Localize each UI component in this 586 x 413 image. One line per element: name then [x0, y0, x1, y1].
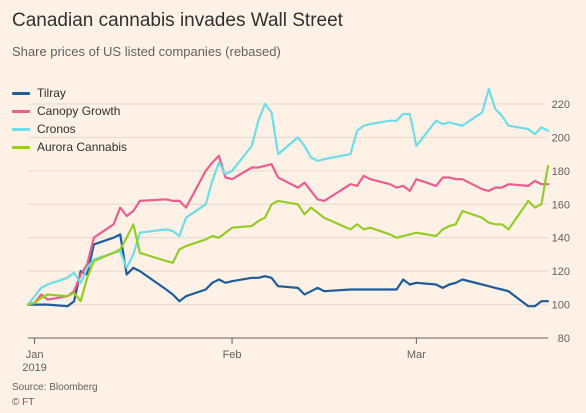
- legend-label-tilray: Tilray: [37, 86, 66, 100]
- x-tick-label: Jan: [26, 349, 44, 361]
- source-note: Source: Bloomberg: [12, 382, 98, 393]
- x-tick-label: Feb: [223, 349, 242, 361]
- x-tick-label: Mar: [407, 349, 426, 361]
- legend-item-tilray: Tilray: [12, 84, 127, 102]
- legend-label-canopy-growth: Canopy Growth: [37, 104, 121, 118]
- chart-subtitle: Share prices of US listed companies (reb…: [12, 44, 281, 59]
- legend-label-aurora-cannabis: Aurora Cannabis: [37, 140, 128, 154]
- y-tick-label: 120: [552, 266, 570, 278]
- series-line-tilray: [26, 233, 550, 308]
- series-line-aurora-cannabis: [26, 164, 550, 306]
- legend-item-cronos: Cronos: [12, 120, 127, 138]
- y-tick-label: 160: [552, 199, 570, 211]
- legend-swatch-aurora-cannabis: [12, 145, 30, 149]
- series-line-cronos: [26, 87, 550, 306]
- y-tick-label: 80: [558, 333, 570, 345]
- legend-swatch-tilray: [12, 91, 30, 95]
- series-line-canopy-growth: [26, 154, 550, 306]
- x-tick-sublabel: 2019: [22, 362, 46, 374]
- y-tick-label: 140: [552, 233, 570, 245]
- legend-item-canopy-growth: Canopy Growth: [12, 102, 127, 120]
- y-tick-label: 220: [552, 99, 570, 111]
- y-tick-label: 180: [552, 166, 570, 178]
- ft-credit: © FT: [12, 397, 35, 408]
- chart-legend: Tilray Canopy Growth Cronos Aurora Canna…: [12, 84, 127, 156]
- legend-item-aurora-cannabis: Aurora Cannabis: [12, 138, 127, 156]
- y-tick-label: 100: [552, 300, 570, 312]
- legend-swatch-canopy-growth: [12, 109, 30, 113]
- legend-swatch-cronos: [12, 127, 30, 131]
- legend-label-cronos: Cronos: [37, 122, 76, 136]
- y-tick-label: 200: [552, 132, 570, 144]
- chart-title: Canadian cannabis invades Wall Street: [12, 10, 343, 31]
